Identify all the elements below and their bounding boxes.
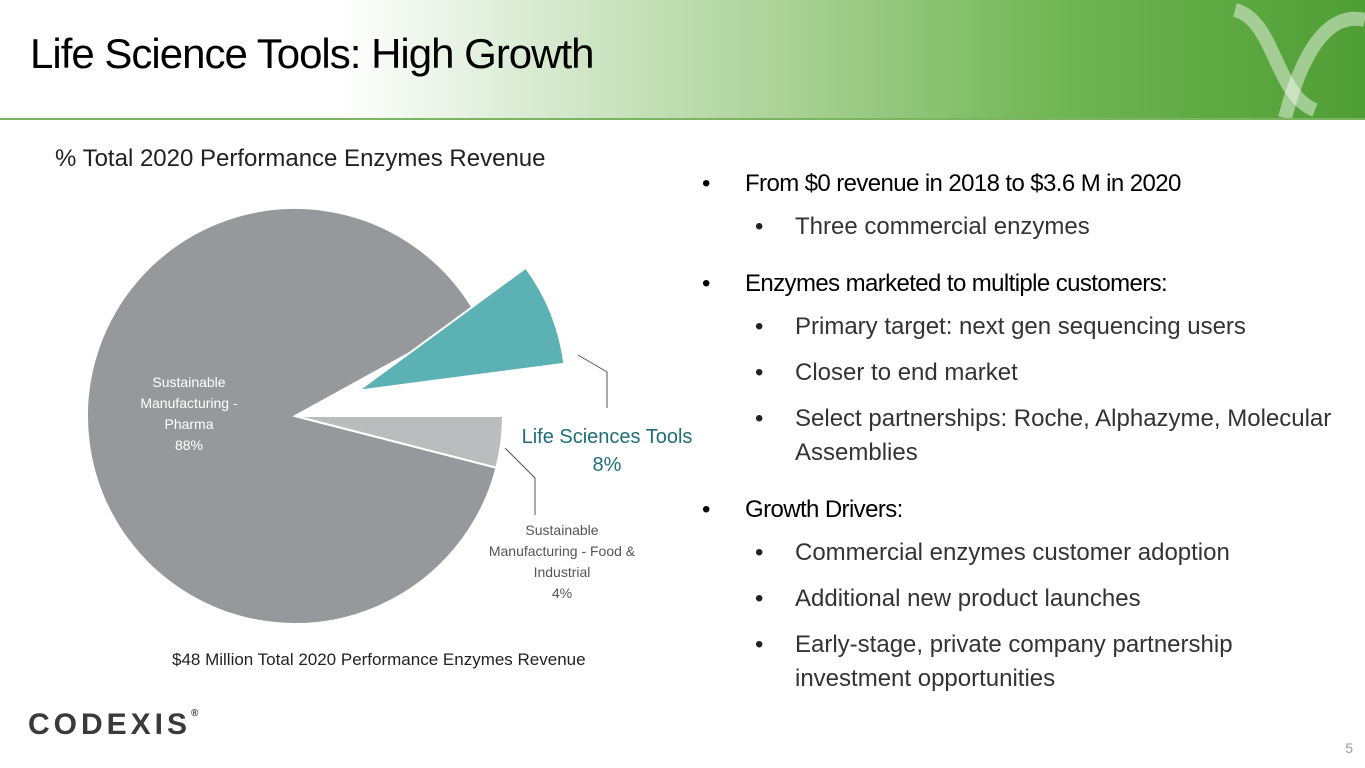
leader-line-life-sciences xyxy=(577,354,608,408)
helix-icon xyxy=(1232,3,1365,118)
header-divider xyxy=(0,118,1365,120)
bullet-list: From $0 revenue in 2018 to $3.6 M in 202… xyxy=(700,170,1340,708)
sub-bullet: Three commercial enzymes xyxy=(700,210,1340,244)
sub-bullet: Closer to end market xyxy=(700,356,1340,390)
label-life-sciences-tools: Life Sciences Tools 8% xyxy=(522,426,693,476)
codexis-logo: CODEXIS® xyxy=(28,708,199,741)
sub-bullet: Early-stage, private company partnership… xyxy=(700,628,1340,696)
chart-footnote: $48 Million Total 2020 Performance Enzym… xyxy=(172,650,586,669)
leader-line-food-industrial xyxy=(504,447,536,515)
bullet-marketing: Enzymes marketed to multiple customers: xyxy=(700,270,1340,298)
sub-bullet: Additional new product launches xyxy=(700,582,1340,616)
sub-bullet: Primary target: next gen sequencing user… xyxy=(700,310,1340,344)
chart-title: % Total 2020 Performance Enzymes Revenue xyxy=(55,145,546,172)
label-food-industrial: Sustainable Manufacturing - Food & Industr… xyxy=(489,522,636,601)
header-banner xyxy=(0,0,1365,118)
slide-title: Life Science Tools: High Growth xyxy=(30,30,595,77)
page-number: 5 xyxy=(1345,740,1353,756)
sub-bullet: Select partnerships: Roche, Alphazyme, M… xyxy=(700,402,1340,470)
slice-pharma xyxy=(86,207,498,625)
label-pharma: Sustainable Manufacturing -Pharma 88% xyxy=(140,374,238,453)
revenue-pie-chart: Sustainable Manufacturing -Pharma 88% Life … xyxy=(86,207,693,625)
slice-life-sciences-tools xyxy=(357,266,566,392)
sub-bullet: Commercial enzymes customer adoption xyxy=(700,536,1340,570)
slice-food-industrial xyxy=(294,415,505,469)
bullet-growth-drivers: Growth Drivers: xyxy=(700,496,1340,524)
bullet-revenue-growth: From $0 revenue in 2018 to $3.6 M in 202… xyxy=(700,170,1340,198)
